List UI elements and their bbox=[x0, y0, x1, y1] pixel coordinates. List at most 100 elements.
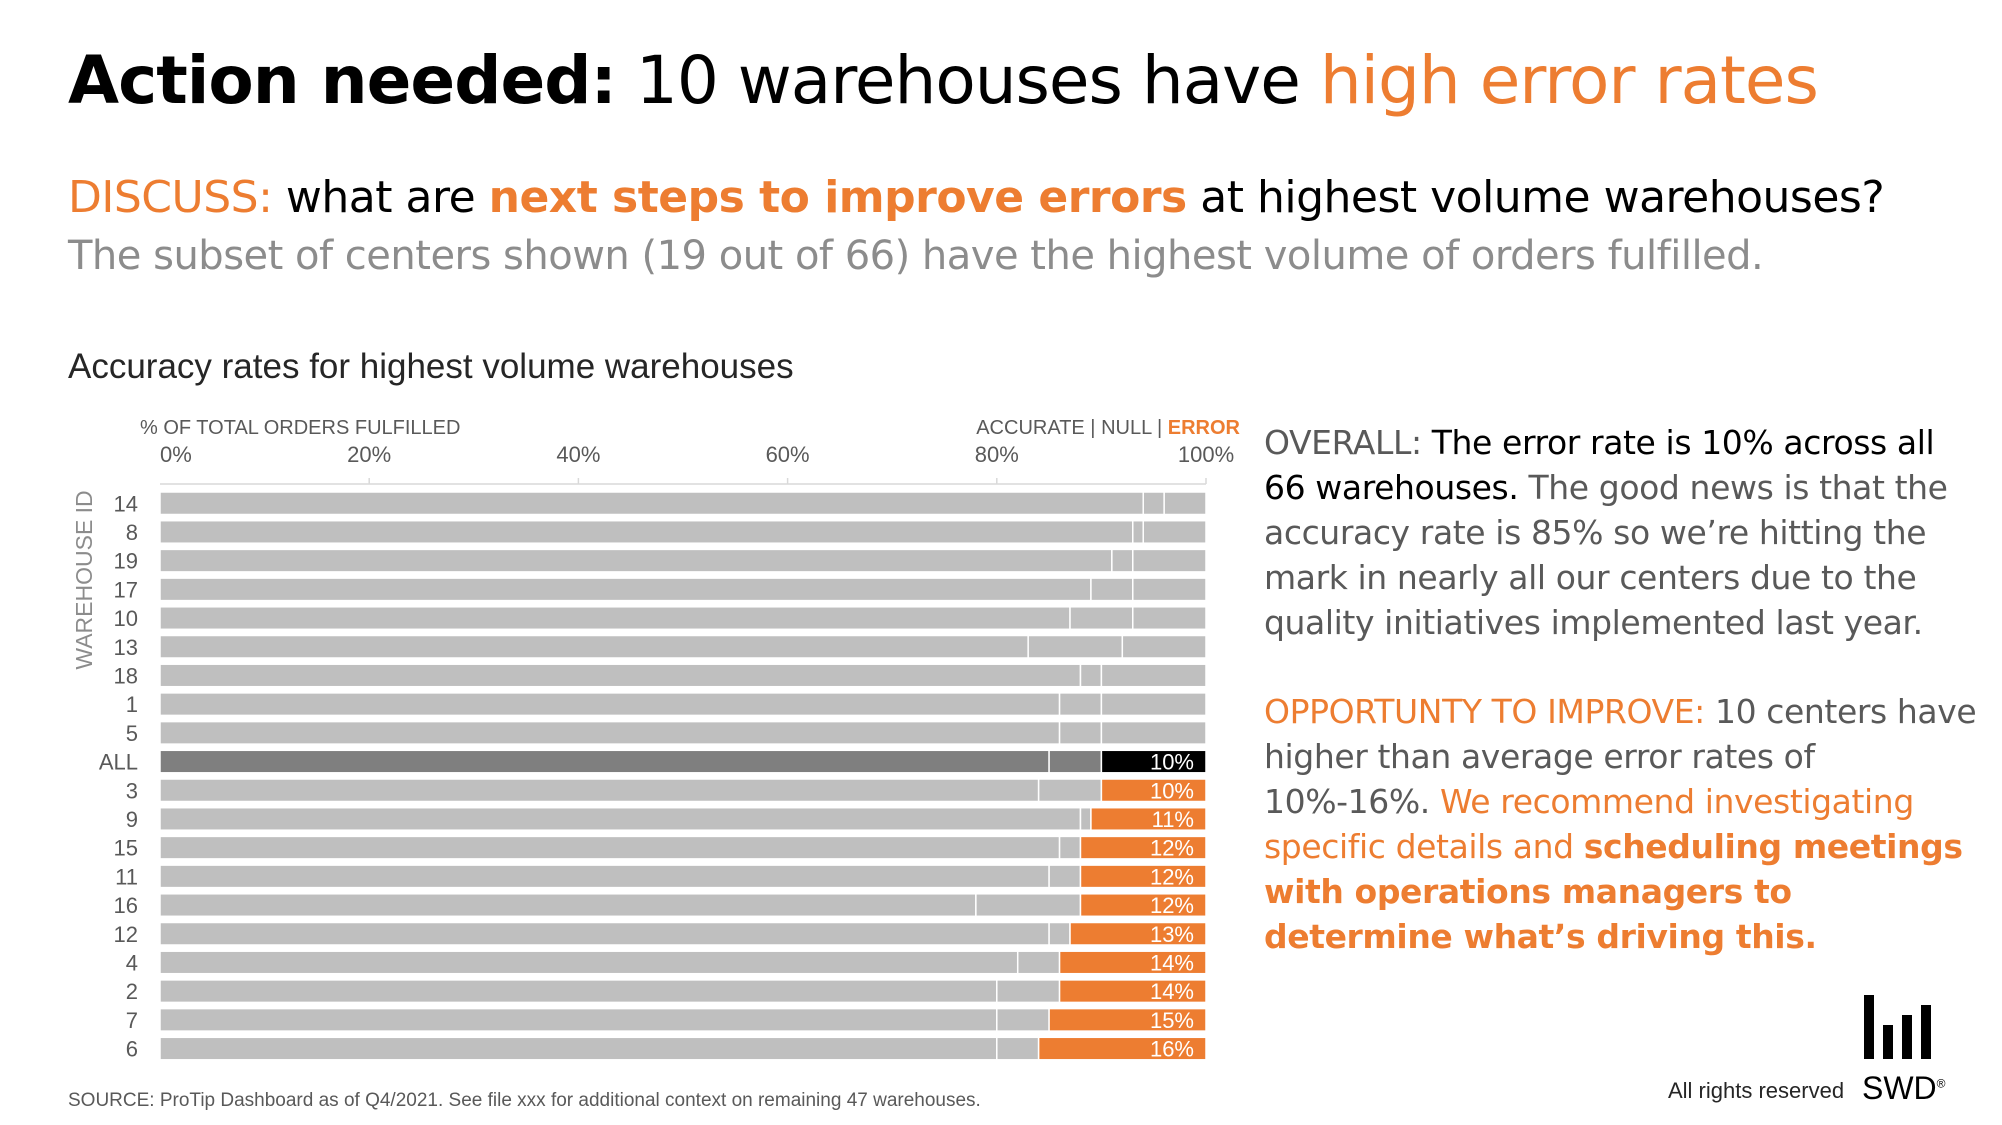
bar-error bbox=[1132, 577, 1207, 602]
bar-row: 9 11% bbox=[126, 806, 1207, 832]
error-data-label: 13% bbox=[1150, 922, 1194, 947]
warehouse-id-label: 12 bbox=[114, 922, 138, 947]
bar-accurate bbox=[159, 778, 1040, 803]
bar-accurate bbox=[159, 606, 1071, 631]
bar-error bbox=[1079, 864, 1207, 889]
headline-highlight: high error rates bbox=[1319, 42, 1819, 119]
bar-null bbox=[1058, 835, 1082, 860]
bar-row: ALL 10% bbox=[99, 749, 1207, 775]
bar-accurate bbox=[159, 921, 1050, 946]
error-data-label: 14% bbox=[1150, 950, 1194, 975]
headline-regular: 10 warehouses have bbox=[635, 42, 1301, 119]
bar-row: 11 12% bbox=[115, 864, 1207, 889]
bar-null bbox=[1142, 491, 1165, 516]
bar-row: 18 bbox=[114, 663, 1207, 688]
warehouse-id-label: 13 bbox=[114, 635, 138, 660]
warehouse-id-label: 4 bbox=[126, 950, 138, 975]
bar-null bbox=[996, 1036, 1040, 1061]
error-data-label: 10% bbox=[1150, 778, 1194, 803]
legend-null: NULL bbox=[1101, 417, 1152, 439]
overall-paragraph: OVERALL: The error rate is 10% across al… bbox=[1264, 420, 1984, 645]
opportunity-label: OPPORTUNTY TO IMPROVE: bbox=[1264, 692, 1705, 731]
warehouse-id-label: 16 bbox=[114, 893, 138, 918]
bar-null bbox=[1132, 519, 1144, 544]
bar-null bbox=[996, 1007, 1050, 1032]
warehouse-id-label: 9 bbox=[126, 807, 138, 832]
overall-bold: The error rate is 10% across all 66 ware… bbox=[1264, 423, 1935, 507]
bar-accurate bbox=[159, 893, 977, 918]
bar-error bbox=[1100, 778, 1207, 803]
error-data-label: 14% bbox=[1150, 979, 1194, 1004]
bar-error bbox=[1079, 835, 1207, 860]
bar-error bbox=[1100, 663, 1207, 688]
bar-error bbox=[1142, 519, 1207, 544]
legend-error: ERROR bbox=[1168, 417, 1241, 439]
warehouse-id-label: 17 bbox=[114, 577, 138, 602]
bar-error bbox=[1048, 1007, 1207, 1032]
bar-row: 6 16% bbox=[126, 1036, 1207, 1062]
warehouse-id-label: 5 bbox=[126, 721, 138, 746]
bar-row: 7 15% bbox=[126, 1007, 1207, 1033]
bar-row: 16 12% bbox=[114, 893, 1207, 918]
opportunity-bold: scheduling meetings with operations mana… bbox=[1264, 827, 1963, 956]
warehouse-id-label: 10 bbox=[114, 606, 138, 631]
bar-error bbox=[1163, 491, 1207, 516]
bar-null bbox=[975, 893, 1082, 918]
bar-row: 2 14% bbox=[126, 979, 1207, 1004]
bar-accurate bbox=[159, 577, 1092, 602]
bar-accurate bbox=[159, 835, 1061, 860]
bar-error bbox=[1100, 692, 1207, 717]
bar-null bbox=[1048, 921, 1071, 946]
discuss-post: at highest volume warehouses? bbox=[1200, 172, 1885, 223]
warehouse-id-label: 19 bbox=[114, 549, 138, 574]
x-tick-label: 40% bbox=[556, 442, 600, 467]
bar-null bbox=[1016, 950, 1061, 975]
bar-row: 10 bbox=[114, 606, 1207, 631]
bar-error bbox=[1100, 749, 1207, 774]
x-ticks: 0% 20% 40% 60% 80% 100% bbox=[160, 442, 1234, 484]
bar-row: 19 bbox=[114, 548, 1207, 574]
bar-error bbox=[1090, 806, 1207, 831]
bar-row: 13 bbox=[114, 634, 1207, 660]
bar-accurate bbox=[159, 548, 1113, 573]
error-data-label: 16% bbox=[1150, 1037, 1194, 1062]
bar-null bbox=[1058, 720, 1103, 745]
warehouse-id-label: 18 bbox=[114, 663, 138, 688]
bar-error bbox=[1100, 720, 1207, 745]
x-tick-label: 80% bbox=[975, 442, 1019, 467]
x-tick-label: 60% bbox=[766, 442, 810, 467]
warehouse-id-label: 1 bbox=[126, 692, 138, 717]
legend-sep-1: | bbox=[1085, 417, 1101, 439]
x-axis-label: % OF TOTAL ORDERS FULFILLED bbox=[140, 417, 460, 439]
bar-null bbox=[1048, 749, 1103, 774]
warehouse-id-label: 3 bbox=[126, 778, 138, 803]
bar-row: 12 13% bbox=[114, 921, 1207, 947]
bar-accurate bbox=[159, 806, 1082, 831]
warehouse-id-label: 7 bbox=[126, 1008, 138, 1033]
bar-accurate bbox=[159, 491, 1144, 516]
bar-null bbox=[1037, 778, 1103, 803]
subset-note: The subset of centers shown (19 out of 6… bbox=[68, 233, 1764, 279]
headline-bold: Action needed: bbox=[68, 42, 617, 119]
error-data-label: 15% bbox=[1150, 1008, 1194, 1033]
opportunity-grey: 10 centers have higher than average erro… bbox=[1264, 692, 1977, 821]
logo-name: SWD bbox=[1862, 1070, 1937, 1106]
bar-null bbox=[1027, 634, 1124, 659]
bar-accurate bbox=[159, 1007, 998, 1032]
bar-accurate bbox=[159, 663, 1082, 688]
opportunity-orange: We recommend investigating specific deta… bbox=[1264, 782, 1914, 866]
swd-bars-icon bbox=[1864, 995, 1931, 1059]
legend: ACCURATE | NULL | ERROR bbox=[976, 417, 1240, 439]
bar-null bbox=[1090, 577, 1134, 602]
bar-accurate bbox=[159, 950, 1019, 975]
bar-row: 15 12% bbox=[114, 835, 1207, 861]
rights-note: All rights reserved bbox=[1668, 1078, 1845, 1103]
bar-error bbox=[1079, 893, 1207, 918]
bar-row: 3 10% bbox=[126, 778, 1207, 803]
source-note: SOURCE: ProTip Dashboard as of Q4/2021. … bbox=[68, 1090, 981, 1111]
warehouse-id-label: 2 bbox=[126, 979, 138, 1004]
legend-sep-2: | bbox=[1151, 417, 1167, 439]
accuracy-bar-chart: % OF TOTAL ORDERS FULFILLED ACCURATE | N… bbox=[71, 417, 1241, 1062]
bar-error bbox=[1121, 634, 1207, 659]
chart-title: Accuracy rates for highest volume wareho… bbox=[68, 347, 794, 386]
